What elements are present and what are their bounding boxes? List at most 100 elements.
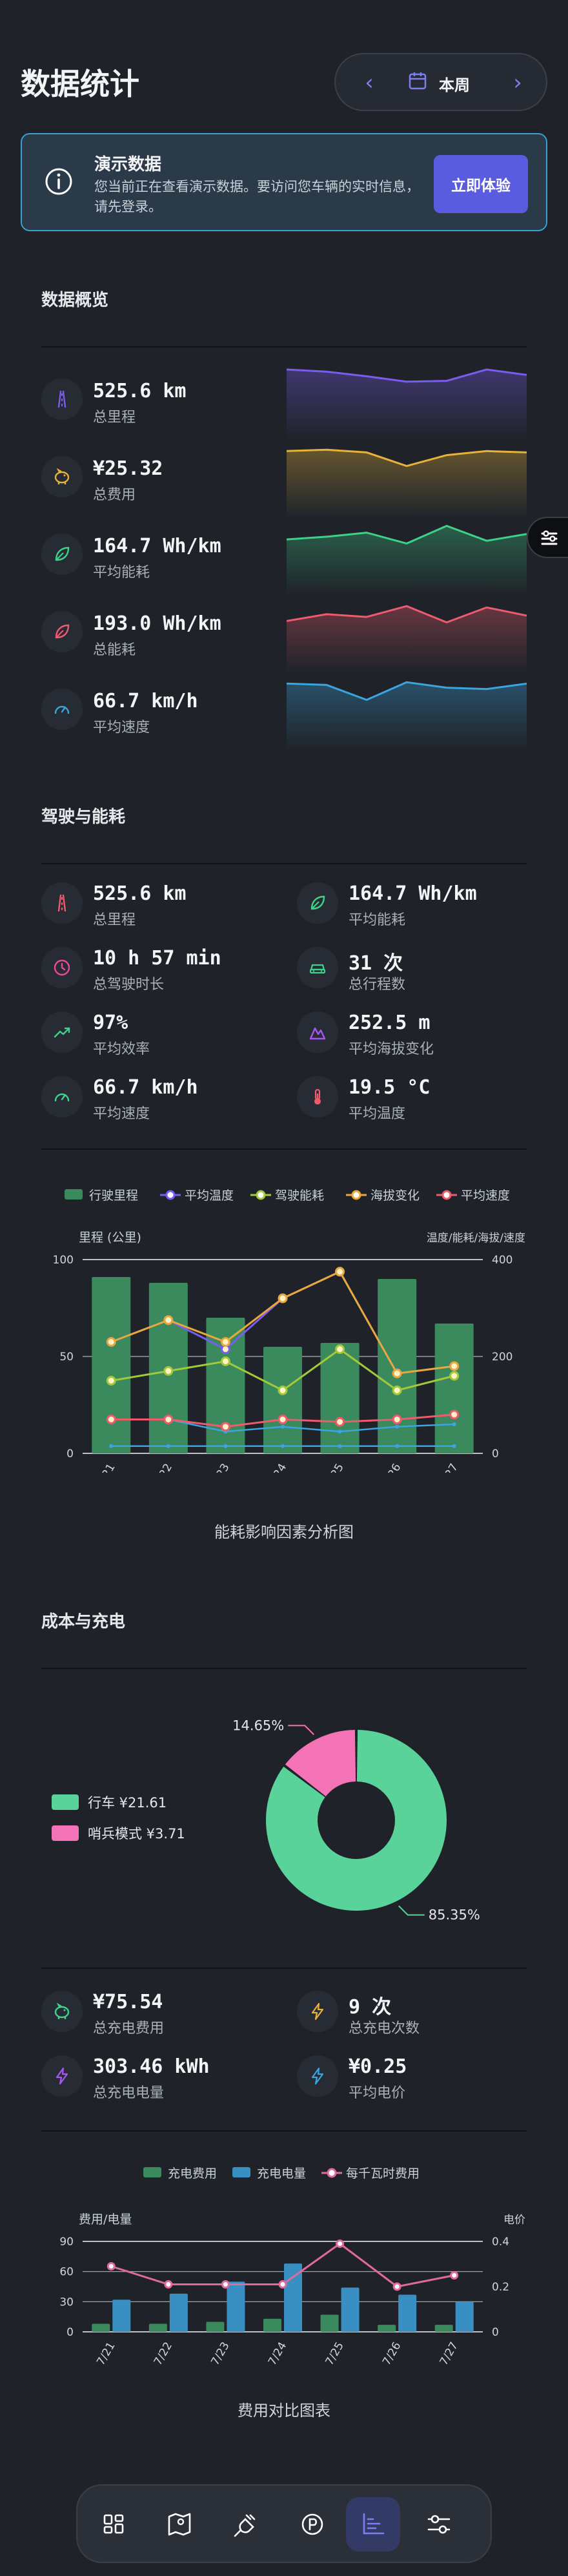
- y2-axis-title: 电价: [503, 2214, 525, 2227]
- bar: [227, 2281, 245, 2332]
- legend-entry[interactable]: 平均温度: [160, 1189, 234, 1203]
- charging-section-title: 成本与充电: [41, 1612, 126, 1632]
- y2-tick-label: 0: [492, 2326, 499, 2339]
- overview-value: 525.6 km: [93, 380, 187, 402]
- settings-sliders-icon[interactable]: [421, 2506, 457, 2542]
- bar: [398, 2294, 417, 2332]
- data-point: [223, 1444, 228, 1448]
- charging-plug-icon[interactable]: [227, 2506, 263, 2542]
- legend-label: 行驶里程: [89, 1189, 138, 1203]
- week-label: 本周: [439, 76, 470, 94]
- legend-entry[interactable]: 充电费用: [143, 2166, 217, 2181]
- stat-value: 19.5 °C: [349, 1076, 431, 1099]
- stat-item: ¥0.25 平均电价: [297, 2049, 529, 2107]
- bar: [320, 1343, 360, 1453]
- bar: [169, 2293, 188, 2332]
- overview-label: 总能耗: [93, 642, 136, 658]
- data-point: [221, 2280, 230, 2289]
- bar: [92, 2323, 110, 2332]
- mountain-icon: [297, 1012, 338, 1053]
- legend-label: 驾驶能耗: [275, 1189, 324, 1203]
- data-point: [395, 1444, 400, 1448]
- data-point: [452, 1422, 456, 1426]
- stat-value: 525.6 km: [93, 882, 187, 905]
- next-week-button[interactable]: ›: [513, 70, 522, 96]
- stat-label: 平均能耗: [349, 912, 406, 928]
- divider: [41, 1668, 527, 1669]
- driving-section-title: 驾驶与能耗: [41, 807, 126, 827]
- stat-item: 31 次总行程数: [297, 940, 529, 999]
- data-point: [336, 2239, 345, 2248]
- overview-sparkline: [286, 518, 527, 598]
- parking-icon[interactable]: [294, 2506, 330, 2542]
- legend-swatch: [232, 2167, 250, 2177]
- bar: [263, 1347, 302, 1453]
- try-now-button[interactable]: 立即体验: [434, 155, 528, 213]
- stats-chart-icon[interactable]: [355, 2506, 391, 2542]
- data-point: [166, 1444, 170, 1448]
- overview-item: 66.7 km/h 平均速度: [41, 673, 527, 751]
- x-tick-label: 7/24: [266, 1462, 289, 1473]
- thermometer-icon: [297, 1076, 338, 1117]
- x-tick-label: 7/22: [152, 1462, 175, 1473]
- x-tick-label: 7/23: [208, 2340, 232, 2365]
- bar: [112, 2300, 131, 2332]
- data-point: [278, 2280, 287, 2289]
- banner-text: 您当前正在查看演示数据。要访问您车辆的实时信息，请先登录。: [94, 179, 420, 214]
- y2-tick-label: 0: [492, 1448, 499, 1460]
- x-tick-label: 7/26: [380, 2340, 403, 2365]
- y2-tick-label: 200: [492, 1351, 512, 1364]
- data-point: [107, 2262, 116, 2270]
- legend-label: 行车 ¥21.61: [88, 1795, 167, 1811]
- legend-entry[interactable]: 驾驶能耗: [250, 1189, 324, 1203]
- legend-label: 平均速度: [461, 1189, 510, 1203]
- bar: [434, 2325, 453, 2332]
- dashboard-icon[interactable]: [96, 2506, 132, 2542]
- overview-item: 193.0 Wh/km 总能耗: [41, 596, 527, 673]
- pie-legend-entry[interactable]: 哨兵模式 ¥3.71: [52, 1825, 185, 1842]
- banner-title: 演示数据: [94, 155, 162, 174]
- y-tick-label: 0: [66, 2326, 74, 2339]
- stat-value: ¥0.25: [349, 2055, 407, 2078]
- bar: [148, 2323, 167, 2332]
- pie-leader-line: [398, 1905, 425, 1916]
- pie-slice[interactable]: [266, 1730, 447, 1911]
- cost-pie-chart: 85.35% 14.65% 行车 ¥21.61 哨兵模式 ¥3.71: [52, 1718, 480, 1923]
- data-point: [392, 2282, 401, 2291]
- legend-entry[interactable]: 充电电量: [232, 2166, 306, 2181]
- demo-data-banner: 演示数据 您当前正在查看演示数据。要访问您车辆的实时信息，请先登录。 立即体验: [21, 133, 547, 231]
- bar: [284, 2263, 302, 2332]
- legend-entry[interactable]: 每千瓦时费用: [321, 2166, 420, 2181]
- x-tick-label: 7/23: [208, 1462, 232, 1473]
- bar: [434, 1324, 474, 1453]
- stat-label: 总行程数: [349, 977, 406, 993]
- pie-slice[interactable]: [285, 1730, 356, 1796]
- legend-swatch: [52, 1794, 79, 1810]
- stat-value: 97%: [93, 1012, 128, 1034]
- prev-week-button[interactable]: ‹: [365, 70, 374, 96]
- overview-value: 193.0 Wh/km: [93, 612, 221, 635]
- map-icon[interactable]: [161, 2506, 198, 2542]
- speedometer-icon: [41, 1076, 83, 1117]
- legend-marker: [256, 1190, 266, 1200]
- cost-chart-caption: 费用对比图表: [238, 2402, 330, 2420]
- stat-item: 303.46 kWh 总充电电量: [41, 2049, 274, 2107]
- x-tick-label: 7/24: [266, 2340, 289, 2365]
- data-point: [109, 1444, 114, 1448]
- data-point: [449, 1409, 460, 1420]
- stat-value: ¥75.54: [93, 1991, 163, 2013]
- legend-entry[interactable]: 平均速度: [436, 1189, 510, 1203]
- legend-entry[interactable]: 行驶里程: [65, 1189, 138, 1203]
- stat-item: 164.7 Wh/km 平均能耗: [297, 876, 529, 934]
- overview-label: 总费用: [93, 487, 136, 503]
- data-point: [220, 1356, 230, 1366]
- y-tick-label: 90: [59, 2236, 74, 2249]
- bar: [341, 2287, 360, 2332]
- overview-value: ¥25.32: [93, 457, 163, 480]
- legend-entry[interactable]: 海拔变化: [346, 1189, 420, 1203]
- floating-menu-button[interactable]: [527, 517, 568, 558]
- y2-tick-label: 0.4: [492, 2236, 509, 2249]
- y-axis-title: 费用/电量: [79, 2212, 132, 2227]
- divider: [41, 863, 527, 864]
- pie-legend-entry[interactable]: 行车 ¥21.61: [52, 1794, 167, 1811]
